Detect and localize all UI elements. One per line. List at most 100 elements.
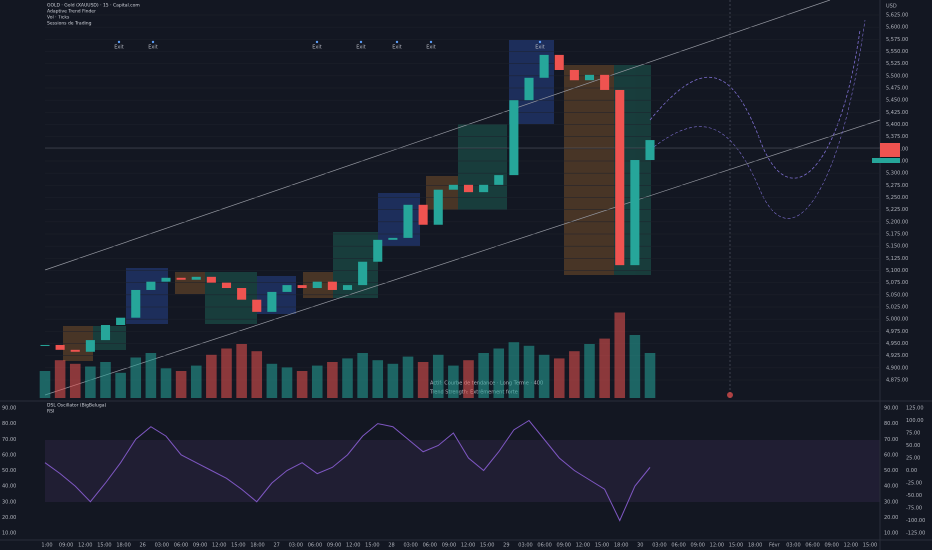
time-tick-label: Févr: [769, 542, 781, 549]
price-tick-label: 5,575.00: [886, 37, 908, 43]
osc-tick-label: 10.00: [884, 531, 898, 537]
volume-bar: [115, 372, 126, 398]
candle: [116, 317, 126, 326]
marker-dot: [151, 40, 155, 44]
time-tick-label: 03:00: [403, 543, 417, 549]
osc-tick-label: 10.00: [2, 531, 16, 537]
volume-bar: [145, 353, 157, 398]
time-tick-label: 06:00: [671, 543, 685, 549]
indicator-name: Adaptive Trend Finder: [47, 9, 96, 15]
osc-tick-label: 20.00: [884, 515, 898, 521]
candle: [237, 288, 247, 300]
candle: [433, 189, 443, 225]
candle: [297, 285, 307, 289]
price-tick-label: 5,025.00: [886, 305, 908, 311]
volume-bar: [463, 360, 474, 398]
price-tick-label: 5,300.00: [886, 171, 908, 177]
marker-label: Exit: [426, 45, 436, 51]
candle: [509, 100, 519, 176]
candle: [85, 340, 95, 352]
candle: [206, 276, 216, 283]
volume-bar: [266, 363, 278, 398]
osc-tick-label: 80.00: [884, 421, 898, 427]
volume-bar: [553, 358, 565, 398]
session-box: [458, 124, 507, 210]
candle: [342, 285, 353, 290]
candle: [463, 184, 474, 193]
volume-bar: [417, 362, 429, 398]
price-tick-label: 5,175.00: [886, 232, 908, 238]
candle: [176, 277, 186, 280]
time-tick-label: 15:00: [729, 543, 743, 549]
candle: [327, 281, 337, 290]
volume-bar: [569, 351, 580, 398]
marker-label: Exit: [392, 45, 402, 51]
volume-bar: [614, 312, 626, 398]
time-tick-label: 30: [637, 543, 643, 549]
marker-label: Exit: [148, 45, 158, 51]
event-dot: [727, 392, 733, 398]
volume-bar: [538, 354, 550, 398]
candle: [479, 184, 489, 193]
channel-lower: [44, 119, 881, 396]
time-tick-label: 15:00: [480, 543, 494, 549]
price-tick-label: 4,900.00: [886, 365, 908, 371]
volume-bar: [599, 338, 610, 398]
marker-label: Exit: [535, 45, 545, 51]
osc-tick-label: 80.00: [2, 421, 16, 427]
volume-bar: [221, 348, 232, 398]
oscillator-title: DSL Oscillator (BigBeluga): [47, 403, 106, 409]
volume-bar: [493, 348, 505, 398]
time-tick-label: 15:00: [595, 543, 609, 549]
osc-right-tick-label: -125.00: [906, 531, 925, 537]
volume-bar: [508, 342, 520, 398]
volume-bar: [175, 371, 187, 398]
candle: [55, 344, 65, 350]
candle: [191, 276, 201, 280]
price-tick-label: 5,450.00: [886, 98, 908, 104]
indicator-name: Sessions de Trading: [47, 21, 92, 27]
candle: [100, 325, 111, 341]
price-tick-label: 5,275.00: [886, 183, 908, 189]
time-tick-label: 27: [273, 543, 279, 549]
candle: [221, 282, 232, 289]
price-tick-label: 5,600.00: [886, 25, 908, 31]
time-tick-label: 09:00: [442, 543, 456, 549]
price-tick-label: 5,425.00: [886, 110, 908, 116]
indicator-name: Vol · Ticks: [47, 15, 70, 21]
price-tick-label: 5,525.00: [886, 61, 908, 67]
candle: [615, 89, 625, 266]
price-tick-label: 5,375.00: [886, 134, 908, 140]
volume-bar: [85, 366, 96, 398]
candle: [448, 184, 458, 190]
time-tick-label: 03:00: [518, 543, 532, 549]
time-tick-label: 06:00: [537, 543, 551, 549]
time-tick-label: 03:00: [652, 543, 666, 549]
price-tick-label: 4,975.00: [886, 329, 908, 335]
osc-right-tick-label: 125.00: [906, 406, 924, 412]
time-tick-label: 06:00: [805, 543, 819, 549]
time-tick-label: 26: [140, 543, 146, 549]
time-tick-label: 09:00: [691, 543, 705, 549]
candle: [373, 239, 383, 262]
candle: [70, 349, 80, 352]
osc-tick-label: 70.00: [2, 437, 16, 443]
time-tick-label: 03:00: [155, 543, 169, 549]
osc-right-tick-label: 0.00: [906, 468, 917, 474]
marker-dot: [315, 40, 319, 44]
session-box: [333, 232, 378, 298]
time-tick-label: 12:00: [461, 543, 475, 549]
volume-bar: [357, 353, 368, 398]
volume-bar: [296, 371, 308, 398]
marker-dot: [359, 40, 363, 44]
volume-bar: [372, 360, 384, 398]
price-tick-label: 5,475.00: [886, 86, 908, 92]
marker-label: Exit: [312, 45, 322, 51]
time-tick-label: 29: [503, 543, 509, 549]
price-tick-label: 5,550.00: [886, 49, 908, 55]
volume-bar: [311, 365, 323, 398]
volume-bar: [160, 368, 172, 398]
price-tick-label: 4,875.00: [886, 378, 908, 384]
time-tick-label: 06:00: [423, 543, 437, 549]
candle: [584, 74, 595, 81]
